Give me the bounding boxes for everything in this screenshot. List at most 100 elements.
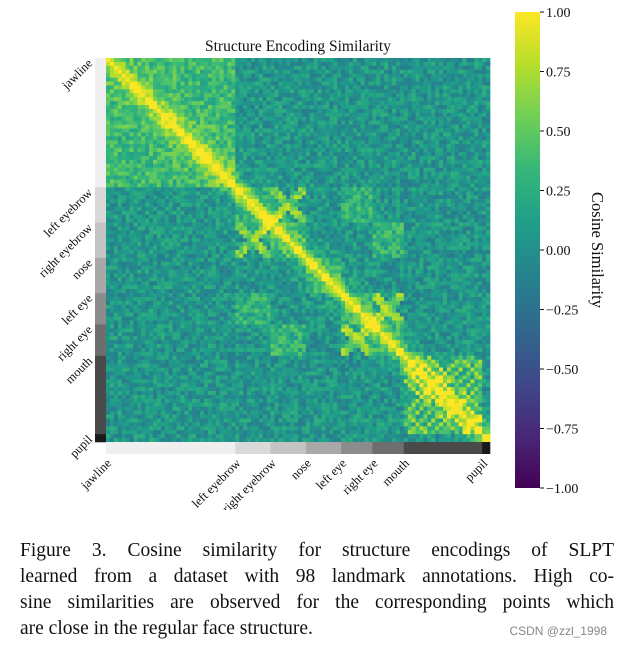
heatmap-cell — [352, 97, 358, 102]
heatmap-cell — [254, 73, 260, 78]
heatmap-cell — [125, 61, 130, 67]
heatmap-cell — [286, 140, 291, 145]
heatmap-cell — [160, 116, 166, 122]
heatmap-cell — [431, 238, 436, 243]
heatmap-cell — [317, 120, 322, 125]
heatmap-cell — [466, 250, 471, 255]
heatmap-cell — [106, 246, 111, 251]
heatmap-cell — [376, 230, 381, 235]
heatmap-cell — [407, 163, 412, 169]
heatmap-cell — [172, 210, 177, 216]
heatmap-cell — [333, 108, 338, 114]
heatmap-cell — [376, 179, 381, 184]
heatmap-cell — [348, 136, 354, 141]
heatmap-cell — [211, 183, 217, 188]
heatmap-cell — [329, 116, 334, 122]
heatmap-cell — [109, 218, 115, 223]
heatmap-cell — [106, 234, 111, 239]
heatmap-cell — [235, 101, 240, 106]
heatmap-cell — [207, 159, 213, 165]
heatmap-cell — [106, 242, 111, 247]
heatmap-cell — [317, 81, 322, 86]
heatmap-cell — [333, 218, 338, 223]
heatmap-cell — [337, 124, 342, 129]
heatmap-cell — [239, 238, 244, 243]
heatmap-cell — [133, 144, 138, 149]
heatmap-cell — [368, 222, 373, 227]
heatmap-cell — [250, 81, 256, 86]
heatmap-cell — [286, 120, 291, 125]
heatmap-cell — [121, 128, 126, 133]
heatmap-cell — [258, 77, 264, 82]
heatmap-cell — [168, 108, 173, 114]
heatmap-cell — [196, 140, 201, 145]
heatmap-cell — [423, 65, 428, 71]
heatmap-cell — [325, 116, 330, 122]
heatmap-cell — [106, 195, 111, 200]
heatmap-cell — [435, 222, 440, 227]
heatmap-cell — [462, 159, 467, 165]
heatmap-cell — [141, 163, 146, 169]
heatmap-cell — [266, 230, 271, 235]
heatmap-cell — [113, 124, 119, 129]
heatmap-cell — [294, 116, 299, 122]
heatmap-cell — [482, 58, 487, 63]
heatmap-cell — [207, 69, 213, 75]
heatmap-cell — [184, 89, 189, 94]
heatmap-cell — [415, 250, 420, 255]
heatmap-cell — [368, 195, 373, 200]
heatmap-cell — [274, 218, 279, 223]
heatmap-cell — [360, 144, 365, 149]
heatmap-cell — [168, 93, 173, 98]
heatmap-cell — [321, 179, 326, 184]
heatmap-cell — [258, 112, 264, 118]
heatmap-cell — [290, 61, 295, 67]
heatmap-cell — [223, 230, 228, 235]
heatmap-cell — [352, 226, 358, 231]
heatmap-cell — [160, 206, 166, 212]
heatmap-cell — [348, 128, 354, 133]
heatmap-cell — [466, 144, 471, 149]
heatmap-cell — [211, 152, 217, 157]
heatmap-cell — [450, 175, 456, 180]
heatmap-cell — [360, 136, 365, 141]
heatmap-cell — [235, 65, 240, 71]
heatmap-cell — [196, 238, 201, 243]
heatmap-cell — [301, 136, 307, 141]
heatmap-cell — [219, 140, 224, 145]
heatmap-cell — [466, 218, 471, 223]
heatmap-cell — [454, 167, 459, 172]
heatmap-cell — [137, 101, 142, 106]
heatmap-cell — [223, 81, 228, 86]
heatmap-cell — [356, 136, 362, 141]
heatmap-cell — [180, 136, 185, 141]
heatmap-cell — [431, 230, 436, 235]
heatmap-cell — [423, 238, 428, 243]
heatmap-cell — [164, 136, 170, 141]
heatmap-cell — [419, 120, 424, 125]
heatmap-cell — [262, 202, 267, 208]
heatmap-cell — [282, 179, 287, 184]
heatmap-cell — [384, 132, 389, 137]
heatmap-cell — [109, 222, 115, 227]
heatmap-cell — [423, 81, 428, 86]
heatmap-cell — [129, 108, 134, 114]
heatmap-cell — [290, 246, 295, 251]
heatmap-cell — [149, 105, 154, 110]
heatmap-cell — [321, 148, 326, 153]
heatmap-cell — [352, 148, 358, 153]
heatmap-cell — [470, 148, 475, 153]
heatmap-cell — [262, 61, 267, 67]
heatmap-cell — [313, 206, 318, 212]
heatmap-cell — [133, 179, 138, 184]
heatmap-cell — [180, 250, 185, 255]
heatmap-cell — [317, 132, 322, 137]
heatmap-cell — [364, 187, 369, 192]
heatmap-cell — [450, 148, 456, 153]
heatmap-cell — [329, 101, 334, 106]
heatmap-cell — [348, 250, 354, 255]
heatmap-cell — [442, 93, 448, 98]
heatmap-cell — [188, 77, 193, 82]
heatmap-cell — [106, 148, 111, 153]
heatmap-cell — [149, 144, 154, 149]
